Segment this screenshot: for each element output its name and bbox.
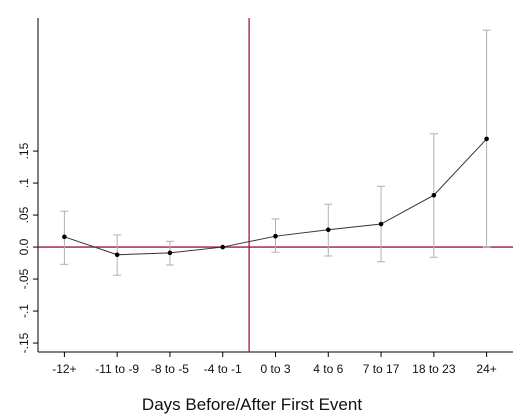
y-tick-label: -.15 [17,332,31,353]
x-tick-label: 18 to 23 [412,362,456,376]
y-tick-label: -.1 [17,304,31,318]
x-axis-label: Days Before/After First Event [142,395,362,414]
point [167,250,173,256]
point [62,234,67,240]
x-tick-label: 4 to 6 [313,362,343,376]
point [484,136,489,142]
x-tick-label: -11 to -9 [95,362,139,376]
x-tick-label: -12+ [52,362,76,376]
x-tick-label: -4 to -1 [204,362,242,376]
y-tick-label: -.05 [17,268,31,289]
point [114,252,120,258]
y-tick-label: .05 [17,206,31,223]
point [273,233,278,239]
y-tick-label: 0.0 [17,238,31,255]
x-tick-label: 0 to 3 [260,362,290,376]
point [325,227,331,233]
point [220,244,226,250]
x-tick-label: 24+ [476,362,496,376]
y-tick-label: .15 [17,142,31,159]
y-tick-label: .1 [17,178,31,188]
point [431,192,437,198]
x-tick-label: -8 to -5 [151,362,189,376]
point [378,221,384,227]
x-tick-label: 7 to 17 [363,362,400,376]
